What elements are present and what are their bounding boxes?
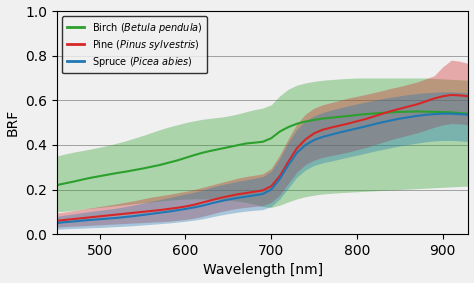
Legend: Birch ($\it{Betula\ pendula}$), Pine ($\it{Pinus\ sylvestris}$), Spruce ($\it{Pi: Birch ($\it{Betula\ pendula}$), Pine ($\…	[62, 16, 208, 74]
Y-axis label: BRF: BRF	[6, 109, 19, 136]
X-axis label: Wavelength [nm]: Wavelength [nm]	[202, 263, 323, 277]
